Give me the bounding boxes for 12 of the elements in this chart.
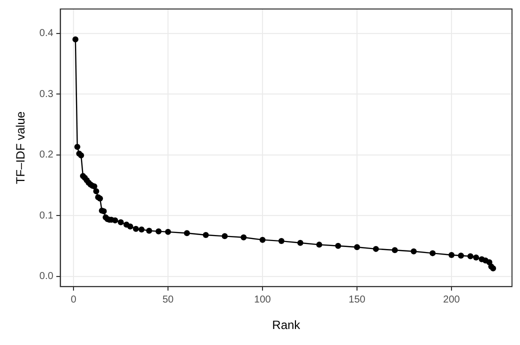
x-axis-title: Rank: [272, 318, 302, 332]
x-tick-label: 100: [254, 294, 272, 306]
x-tick-label: 0: [70, 294, 77, 306]
y-tick-label: 0.3: [39, 88, 54, 100]
x-tick-label: 50: [162, 294, 174, 306]
x-tick-label: 150: [348, 294, 366, 306]
x-tick-label: 200: [443, 294, 460, 306]
y-tick-label: 0.4: [39, 28, 54, 40]
y-tick-label: 0.2: [39, 150, 54, 161]
y-axis-title: TF–IDF value: [14, 111, 28, 184]
y-tick-label: 0.0: [39, 271, 54, 282]
y-tick-label: 0.1: [39, 210, 54, 222]
